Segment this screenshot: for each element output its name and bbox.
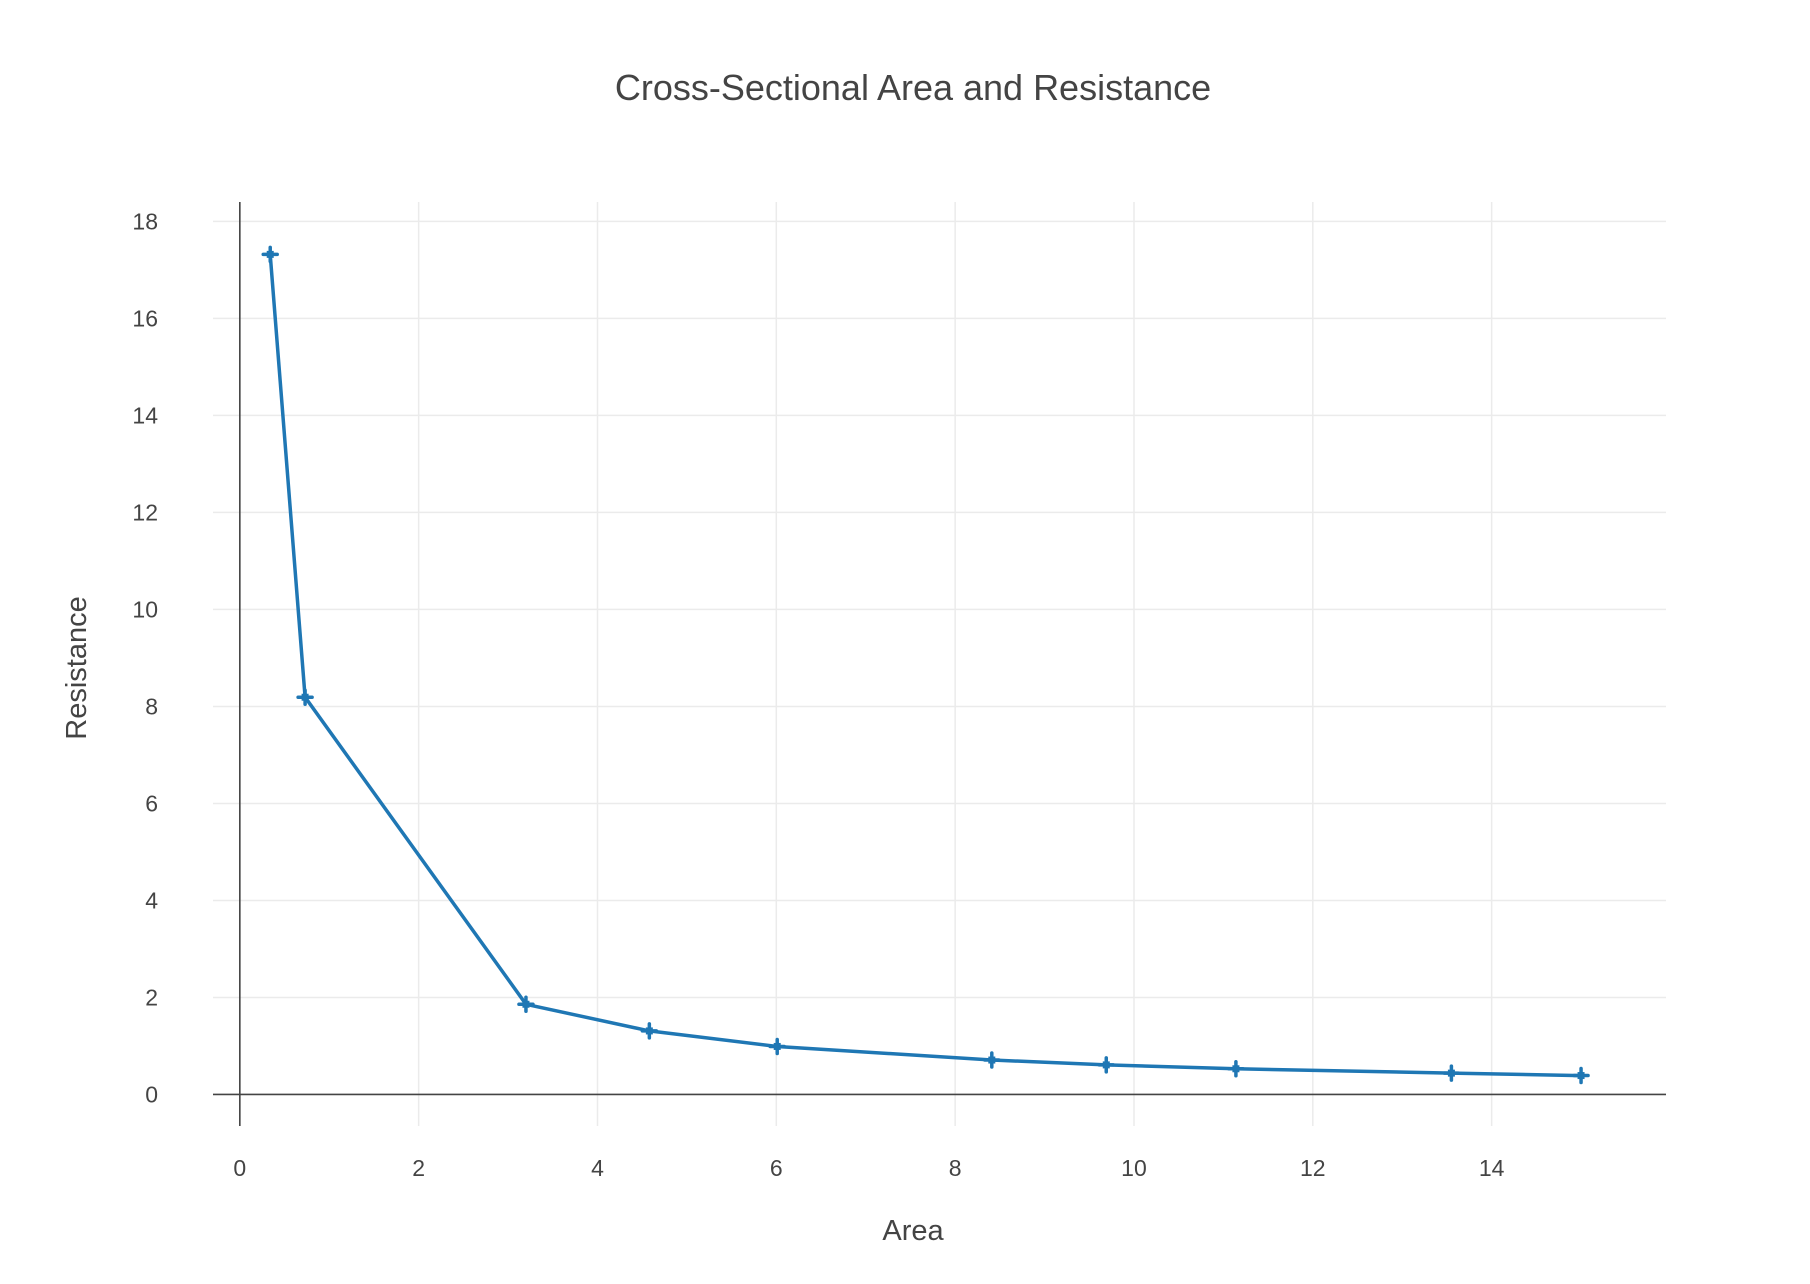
x-tick-label: 4 [591, 1155, 604, 1181]
grid-layer [213, 202, 1666, 1126]
x-tick-label: 12 [1300, 1155, 1326, 1181]
data-point-marker[interactable] [1572, 1066, 1590, 1085]
x-tick-label: 8 [949, 1155, 962, 1181]
y-tick-label: 12 [132, 499, 158, 525]
y-tick-label: 4 [145, 887, 158, 913]
marker-center [522, 1000, 530, 1008]
y-axis-title: Resistance [61, 596, 93, 739]
series-line [268, 252, 1583, 1078]
marker-center [1102, 1061, 1110, 1069]
y-tick-label: 14 [132, 402, 158, 428]
data-point-marker[interactable] [517, 995, 535, 1014]
marker-center [645, 1027, 653, 1035]
x-tick-label: 10 [1121, 1155, 1147, 1181]
tick-layer: 0 2 4 6 8 10 12 14 0 2 4 6 8 10 12 14 16 18 [132, 208, 1504, 1181]
y-tick-label: 8 [145, 693, 158, 719]
data-point-marker[interactable] [1097, 1056, 1116, 1074]
marker-center [1577, 1072, 1585, 1080]
x-axis-title: Area [882, 1215, 944, 1247]
data-point-marker[interactable] [1227, 1060, 1245, 1078]
data-point-marker[interactable] [261, 245, 279, 264]
marker-center [988, 1056, 996, 1064]
x-tick-label: 2 [412, 1155, 425, 1181]
data-point-marker[interactable] [296, 688, 314, 706]
y-tick-label: 10 [132, 596, 158, 622]
data-point-marker[interactable] [983, 1051, 1001, 1069]
data-point-marker[interactable] [640, 1022, 659, 1040]
y-tick-label: 2 [145, 984, 158, 1010]
marker-center [266, 250, 274, 258]
axis-layer [213, 202, 1666, 1126]
x-tick-label: 6 [770, 1155, 783, 1181]
chart-title: Cross-Sectional Area and Resistance [615, 67, 1211, 108]
y-tick-label: 6 [145, 790, 158, 816]
marker-center [301, 693, 309, 701]
data-point-marker[interactable] [1442, 1064, 1461, 1082]
y-tick-label: 18 [132, 208, 158, 234]
y-tick-label: 0 [145, 1081, 158, 1107]
x-tick-label: 14 [1479, 1155, 1505, 1181]
marker-center [1232, 1065, 1240, 1073]
y-tick-label: 16 [132, 305, 158, 331]
marker-center [773, 1042, 781, 1050]
data-point-marker[interactable] [768, 1037, 786, 1056]
marker-center [1447, 1069, 1455, 1077]
x-tick-label: 0 [233, 1155, 246, 1181]
series-layer [261, 245, 1590, 1085]
